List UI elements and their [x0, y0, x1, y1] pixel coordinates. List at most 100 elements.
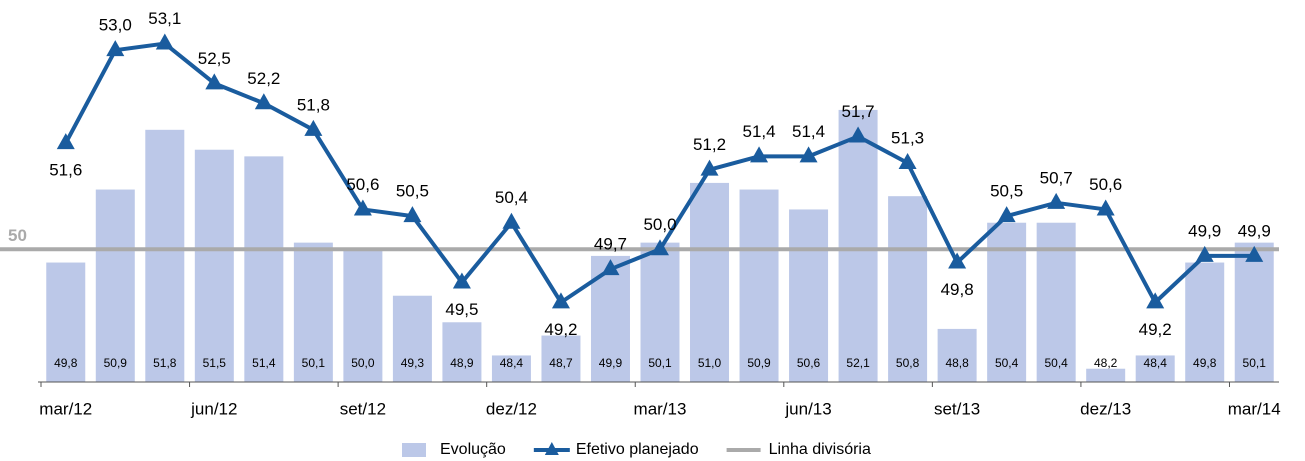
- line-marker: [700, 159, 719, 176]
- x-tick-label: dez/12: [486, 399, 537, 418]
- bar: [739, 189, 779, 382]
- x-tick-label: jun/13: [784, 399, 831, 418]
- line-value-label: 50,5: [990, 182, 1023, 201]
- bar-value-label: 48,9: [450, 356, 474, 370]
- bar: [145, 129, 185, 382]
- line-marker: [1096, 199, 1115, 216]
- bar-value-label: 49,3: [401, 356, 425, 370]
- bar-value-label: 50,6: [797, 356, 821, 370]
- line-value-label: 50,7: [1040, 168, 1073, 187]
- line-marker: [1146, 292, 1165, 309]
- bar: [1234, 242, 1274, 382]
- line-value-label: 49,8: [941, 280, 974, 299]
- line-marker: [254, 93, 273, 110]
- bar: [343, 249, 383, 382]
- line-marker: [849, 126, 868, 143]
- bar-value-label: 50,8: [896, 356, 920, 370]
- bar-value-label: 50,1: [648, 356, 672, 370]
- bar-value-label: 51,5: [203, 356, 227, 370]
- bar: [838, 109, 878, 382]
- bar: [1185, 262, 1225, 382]
- line-value-label: 53,1: [148, 9, 181, 28]
- bar: [1135, 355, 1175, 382]
- bar: [491, 355, 531, 382]
- line-value-label: 49,9: [1188, 221, 1221, 240]
- bar-value-label: 49,8: [1193, 356, 1217, 370]
- line-value-label: 53,0: [99, 16, 132, 35]
- bar-value-label: 51,8: [153, 356, 177, 370]
- line-marker: [452, 272, 471, 289]
- bar: [46, 262, 86, 382]
- line-marker: [551, 292, 570, 309]
- bar-value-label: 50,0: [351, 356, 375, 370]
- x-tick-label: mar/12: [39, 399, 92, 418]
- bar-value-label: 50,9: [747, 356, 771, 370]
- line-marker: [205, 73, 224, 90]
- line-marker: [948, 252, 967, 269]
- bar-value-label: 52,1: [846, 356, 870, 370]
- bar-value-label: 50,1: [302, 356, 326, 370]
- bar-value-label: 50,9: [104, 356, 128, 370]
- line-marker: [750, 146, 769, 163]
- bar: [541, 335, 581, 382]
- line-value-label: 50,0: [643, 215, 676, 234]
- line-value-label: 51,6: [49, 161, 82, 180]
- bar-value-label: 49,8: [54, 356, 78, 370]
- legend-label: Evolução: [440, 441, 506, 458]
- bar: [640, 242, 680, 382]
- line-value-label: 51,7: [842, 102, 875, 121]
- line-marker: [651, 239, 669, 256]
- bar-value-label: 50,1: [1243, 356, 1267, 370]
- x-tick-label: set/12: [340, 399, 386, 418]
- bar-value-label: 50,4: [1044, 356, 1068, 370]
- line-value-label: 51,8: [297, 95, 330, 114]
- legend-label: Efetivo planejado: [576, 441, 699, 458]
- bar: [95, 189, 135, 382]
- bar-value-label: 48,8: [945, 356, 969, 370]
- line-marker: [502, 212, 521, 229]
- line-value-label: 49,2: [544, 320, 577, 339]
- legend-marker: [544, 442, 559, 455]
- line-marker: [898, 153, 917, 169]
- bar-value-label: 48,7: [549, 356, 573, 370]
- bar: [293, 242, 333, 382]
- bar: [392, 295, 432, 382]
- line-value-label: 51,4: [742, 122, 775, 141]
- bar-value-label: 49,9: [599, 356, 623, 370]
- line-value-label: 50,5: [396, 182, 429, 201]
- x-tick-label: set/13: [934, 399, 980, 418]
- line-marker: [403, 206, 422, 223]
- line-value-label: 49,2: [1139, 320, 1172, 339]
- line-marker: [304, 119, 323, 136]
- x-tick-label: mar/13: [634, 399, 687, 418]
- line-marker: [353, 199, 372, 216]
- line-value-label: 50,6: [1089, 175, 1122, 194]
- bar-value-label: 51,4: [252, 356, 276, 370]
- line-value-label: 50,4: [495, 188, 528, 207]
- line-marker: [1047, 192, 1066, 209]
- line-marker: [106, 40, 125, 57]
- line-marker: [601, 259, 620, 276]
- line-value-label: 49,7: [594, 235, 627, 254]
- x-tick-label: jun/12: [190, 399, 237, 418]
- line-value-label: 50,6: [346, 175, 379, 194]
- bar: [690, 182, 730, 382]
- bar: [789, 209, 829, 382]
- bar: [1086, 368, 1126, 382]
- bar-value-label: 48,4: [500, 356, 524, 370]
- x-tick-label: mar/14: [1228, 399, 1281, 418]
- line-value-label: 51,3: [891, 128, 924, 147]
- line-value-label: 52,2: [247, 69, 280, 88]
- bar: [888, 196, 928, 382]
- line-marker: [997, 206, 1016, 223]
- line-value-label: 52,5: [198, 49, 231, 68]
- bar-value-label: 48,4: [1144, 356, 1168, 370]
- line-value-label: 49,9: [1238, 221, 1271, 240]
- reference-label: 50: [8, 226, 27, 245]
- bar: [442, 322, 482, 382]
- line-value-label: 51,4: [792, 122, 825, 141]
- line-marker: [1245, 245, 1264, 262]
- line-marker: [799, 146, 818, 163]
- legend-label: Linha divisória: [769, 441, 871, 458]
